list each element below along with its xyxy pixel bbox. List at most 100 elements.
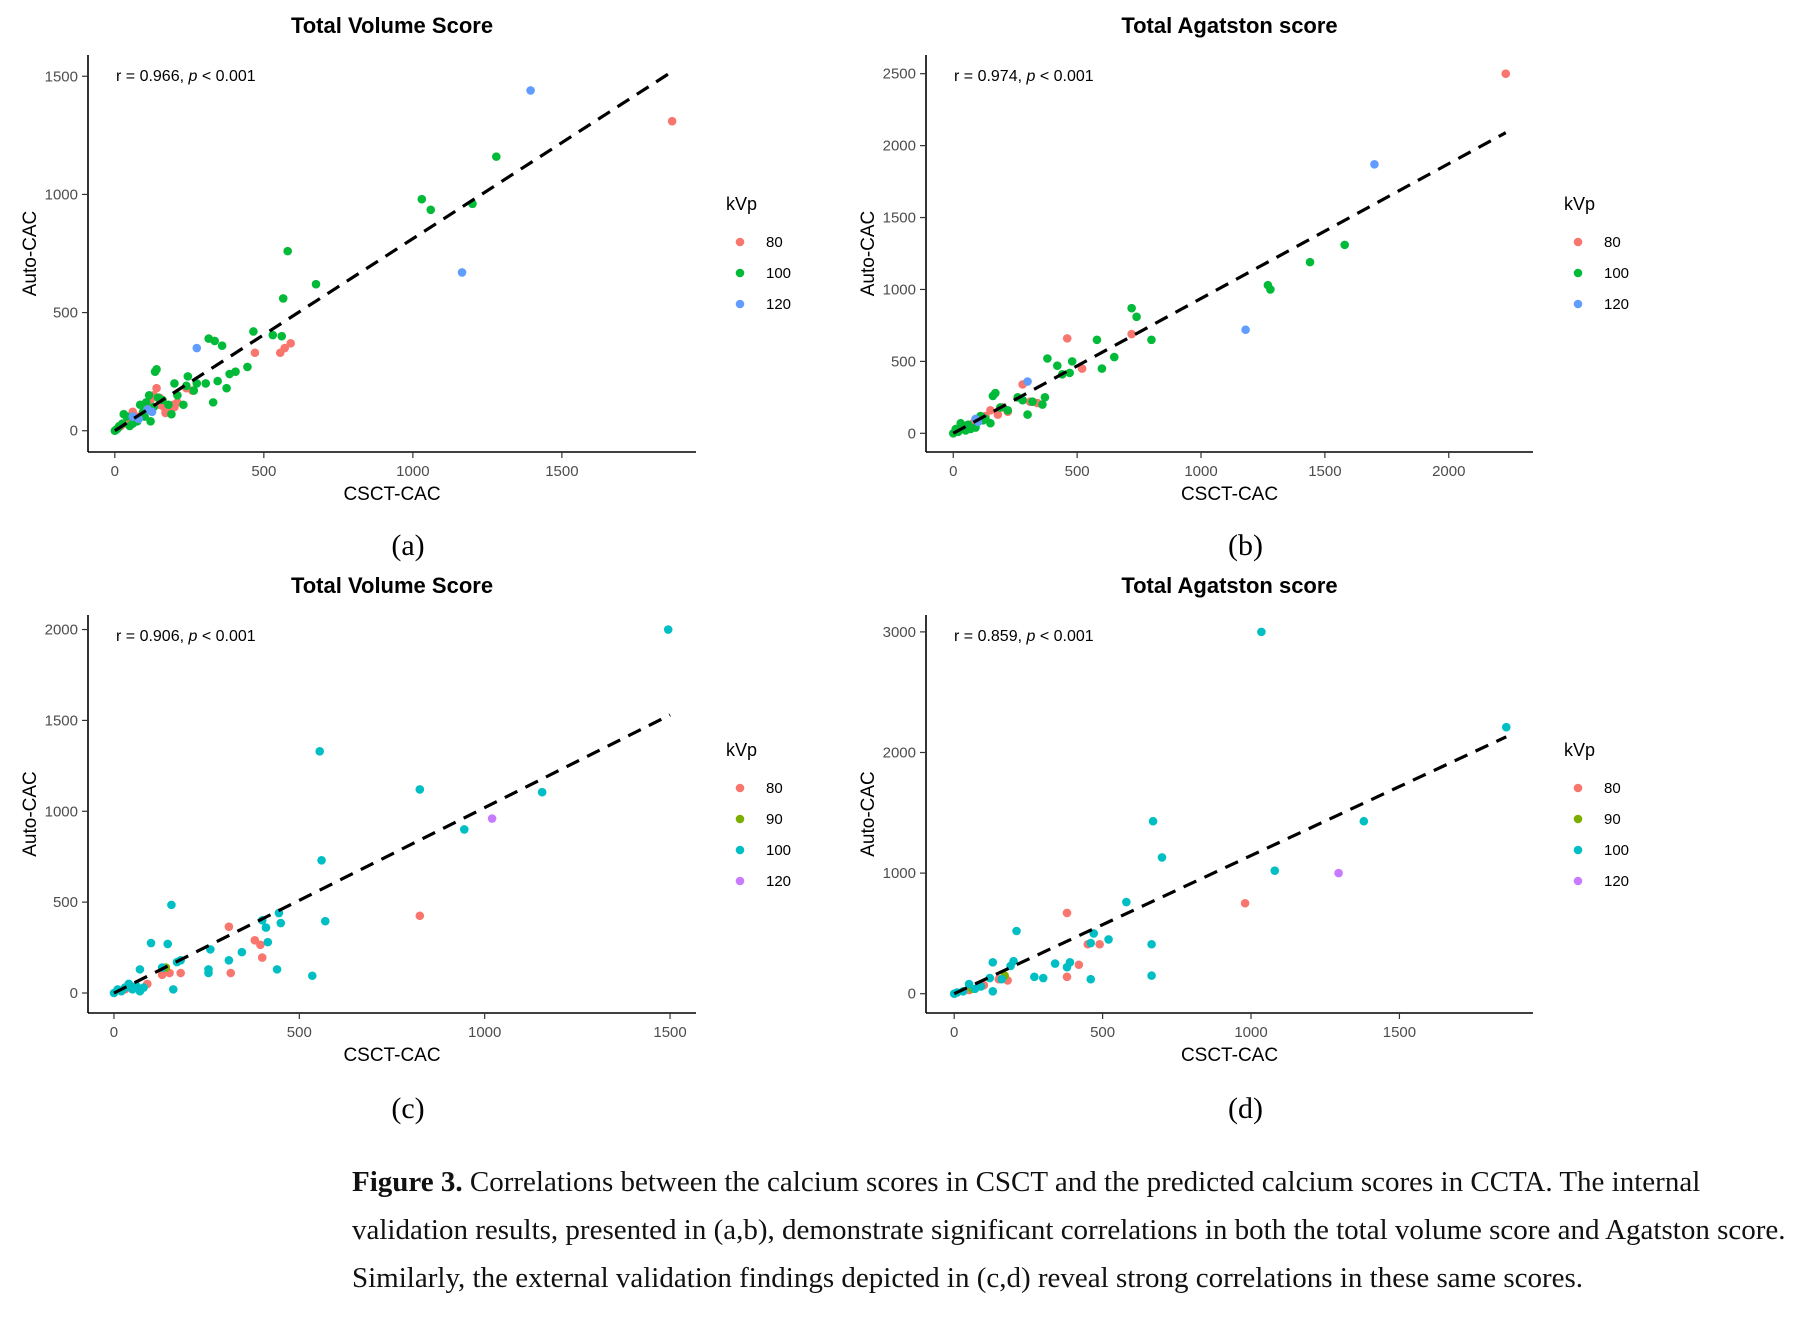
x-axis-title: CSCT-CAC (343, 1045, 440, 1066)
data-point-120kvp (1023, 377, 1032, 386)
data-point-100kvp (1104, 935, 1113, 944)
data-point-80kvp (250, 348, 260, 358)
panel-label: (c) (391, 1092, 424, 1125)
data-point-100kvp (964, 979, 974, 989)
data-point-100kvp (1122, 897, 1131, 907)
x-axis-title: CSCT-CAC (343, 484, 440, 505)
data-point-100kvp (1109, 352, 1119, 362)
correlation-annotation: r = 0.966, p < 0.001 (116, 68, 256, 85)
data-point-100kvp (956, 418, 965, 428)
data-point-100kvp (663, 625, 673, 634)
data-point-100kvp (1067, 357, 1077, 366)
data-point-100kvp (1086, 974, 1096, 984)
p-value: < 0.001 (1035, 628, 1093, 645)
data-point-100kvp (963, 420, 973, 429)
y-tick-label: 0 (70, 985, 78, 1002)
data-point-100kvp (167, 900, 176, 910)
data-point-100kvp (163, 939, 173, 949)
data-point-120kvp (457, 268, 467, 277)
data-point-100kvp (1132, 312, 1141, 322)
regression-line (953, 735, 1507, 996)
regression-line (113, 713, 671, 995)
y-tick-label: 0 (908, 986, 916, 1003)
data-point-100kvp (1038, 973, 1048, 983)
data-point-100kvp (970, 984, 980, 994)
x-tick-label: 1000 (1234, 1024, 1267, 1041)
y-tick-label: 500 (53, 305, 78, 322)
chart-title: Total Volume Score (291, 13, 493, 38)
p-value: < 0.001 (197, 68, 255, 85)
x-tick-label: 0 (111, 463, 119, 480)
y-axis-title: Auto-CAC (20, 771, 41, 857)
data-point-100kvp (1097, 364, 1107, 373)
data-point-100kvp (1148, 816, 1158, 826)
x-tick-label: 0 (110, 1024, 118, 1041)
x-tick-label: 500 (1065, 463, 1090, 480)
data-point-100kvp (263, 937, 273, 947)
data-point-100kvp (988, 391, 998, 401)
y-tick-label: 2500 (883, 66, 916, 83)
panel-label: (b) (1228, 529, 1263, 562)
data-point-100kvp (213, 376, 222, 386)
correlation-annotation: r = 0.906, p < 0.001 (116, 628, 256, 645)
legend-label: 80 (1604, 780, 1621, 797)
r-value: r = 0.974, (954, 68, 1027, 85)
data-point-100kvp (150, 367, 160, 376)
legend-label: 120 (1604, 873, 1629, 890)
data-point-80kvp (176, 968, 185, 978)
data-point-100kvp (243, 362, 252, 372)
data-point-100kvp (307, 971, 317, 981)
data-point-80kvp (986, 405, 995, 415)
data-point-100kvp (272, 965, 282, 974)
regression-line (113, 70, 674, 433)
data-point-100kvp (168, 985, 178, 994)
y-tick-label: 0 (70, 423, 78, 440)
data-point-100kvp (988, 958, 998, 967)
data-point-100kvp (261, 923, 271, 932)
correlation-annotation: r = 0.974, p < 0.001 (954, 68, 1094, 85)
r-value: r = 0.966, (116, 68, 189, 85)
data-point-100kvp (1147, 971, 1156, 980)
data-point-100kvp (1040, 393, 1050, 402)
chart-title: Total Volume Score (291, 573, 493, 598)
data-point-100kvp (135, 986, 145, 996)
data-point-100kvp (146, 938, 156, 948)
data-point-120kvp (1334, 868, 1343, 878)
data-point-100kvp (1023, 410, 1032, 419)
data-point-100kvp (1050, 959, 1060, 968)
data-point-100kvp (1305, 257, 1315, 267)
data-point-120kvp (192, 343, 202, 353)
x-tick-label: 500 (251, 463, 276, 480)
x-tick-label: 0 (950, 1024, 958, 1041)
p-value: < 0.001 (1035, 68, 1093, 85)
x-tick-label: 1000 (396, 463, 429, 480)
legend-label: 90 (1604, 811, 1621, 828)
data-point-100kvp (192, 379, 202, 388)
data-point-100kvp (1012, 926, 1021, 936)
data-point-100kvp (125, 421, 135, 431)
y-tick-label: 1000 (45, 803, 78, 820)
y-axis-title: Auto-CAC (858, 211, 879, 297)
chart-title: Total Agatston score (1121, 13, 1337, 38)
data-point-100kvp (249, 327, 258, 336)
data-point-100kvp (164, 400, 173, 410)
data-point-80kvp (275, 348, 285, 358)
data-point-100kvp (985, 973, 995, 983)
data-point-100kvp (1127, 303, 1136, 313)
legend-swatch (1573, 876, 1583, 886)
y-tick-label: 2000 (45, 622, 78, 639)
data-point-100kvp (1043, 354, 1052, 363)
legend-label: 100 (766, 265, 791, 282)
data-point-100kvp (459, 825, 469, 834)
data-point-100kvp (170, 379, 179, 388)
y-axis-title: Auto-CAC (20, 211, 41, 297)
data-point-100kvp (415, 785, 425, 794)
panel-label: (d) (1228, 1092, 1263, 1125)
data-point-100kvp (183, 372, 193, 381)
data-point-100kvp (1003, 405, 1013, 415)
x-tick-label: 2000 (1432, 463, 1465, 480)
legend-swatch (735, 876, 745, 886)
legend-swatch (1573, 299, 1583, 309)
y-tick-label: 1000 (45, 186, 78, 203)
data-point-80kvp (1240, 898, 1250, 908)
